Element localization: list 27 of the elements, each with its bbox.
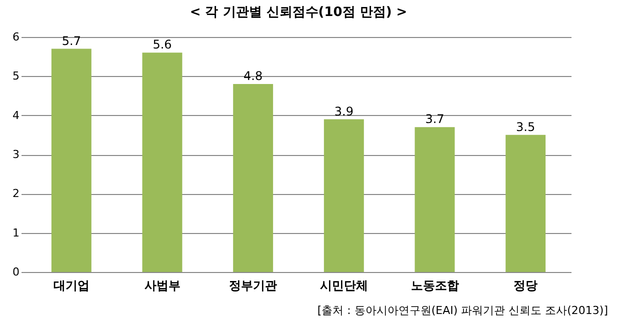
y-tick-label: 3: [12, 148, 20, 161]
x-tick-label: 노동조합: [410, 278, 459, 292]
y-tick-label: 5: [12, 70, 20, 83]
y-tick-label: 6: [12, 30, 20, 44]
bar: [506, 134, 546, 272]
bar: [51, 48, 92, 272]
chart-title: < 각 기관별 신뢰점수(10점 만점) >: [190, 5, 408, 20]
bar: [414, 127, 455, 272]
data-label: 3.5: [516, 120, 536, 134]
y-tick-label: 4: [12, 108, 20, 122]
x-tick-label: 대기업: [53, 278, 90, 292]
y-tick-label: 1: [12, 226, 20, 240]
x-tick-label: 시민단체: [320, 278, 368, 292]
data-label: 4.8: [244, 69, 263, 83]
x-tick-label: 정당: [514, 278, 538, 292]
x-tick-label: 정부기관: [229, 278, 278, 292]
data-label: 5.6: [152, 38, 172, 52]
text: [출처 : 동아시아연구원(EAI) 파워기관 신뢰도 조사(2013)]: [317, 303, 608, 318]
x-tick-label: 사법부: [144, 278, 180, 292]
data-label: 3.9: [334, 104, 354, 118]
data-label: 5.7: [62, 34, 81, 48]
bar: [324, 119, 364, 272]
data-label: 3.7: [425, 112, 444, 126]
bar: [233, 84, 274, 272]
bar: [142, 52, 182, 272]
y-tick-label: 2: [12, 187, 20, 200]
y-tick-label: 0: [12, 266, 20, 278]
